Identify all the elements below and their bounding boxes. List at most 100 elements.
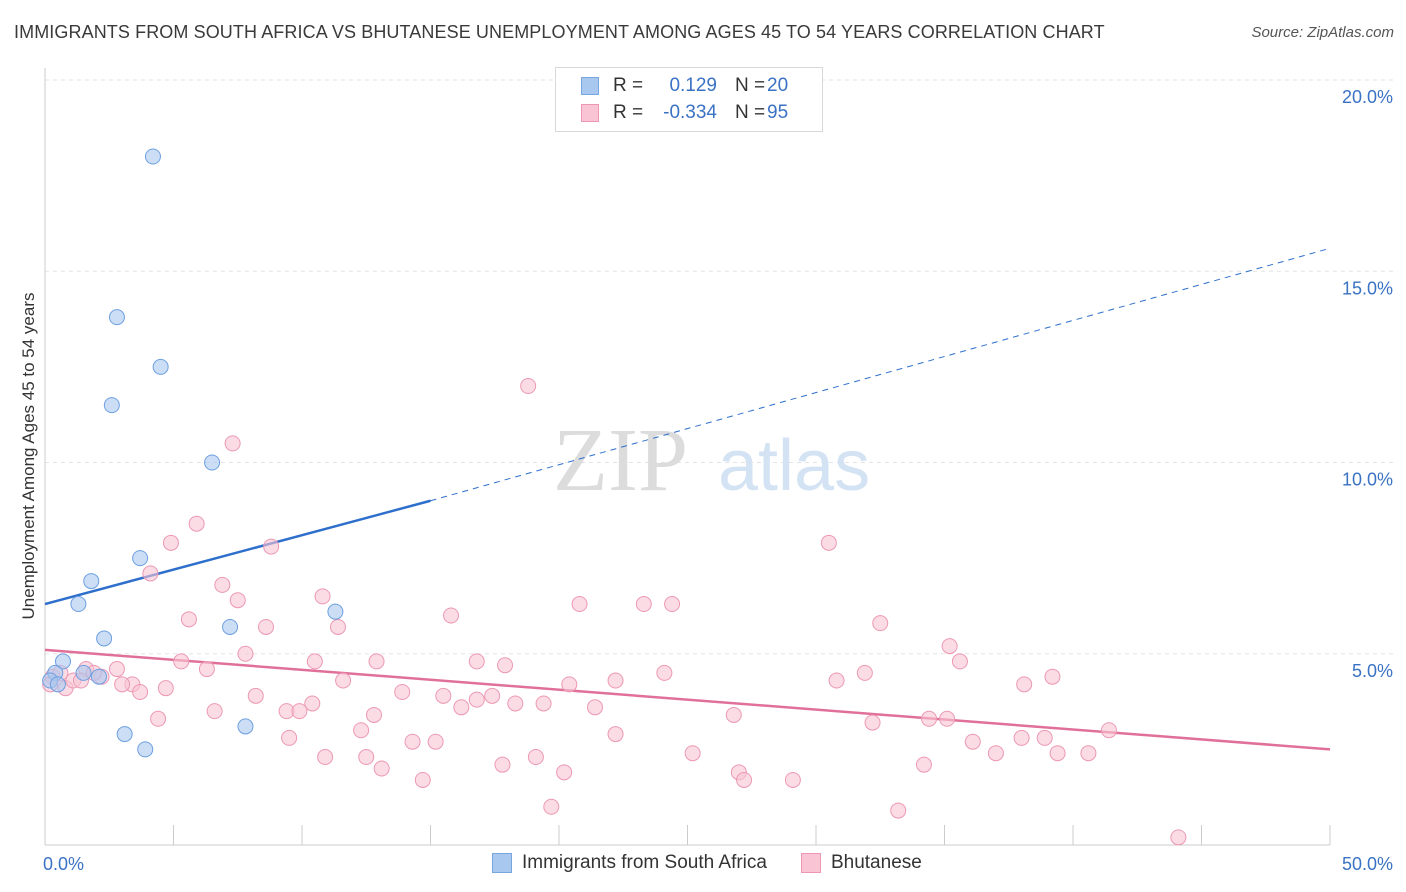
tick-labels: 5.0% 10.0% 15.0% 20.0% 0.0% 50.0% xyxy=(43,87,1393,874)
trend-line-south-africa-extension xyxy=(430,247,1331,502)
point-bhutanese xyxy=(828,672,845,689)
point-bhutanese xyxy=(214,576,231,593)
chart-title: IMMIGRANTS FROM SOUTH AFRICA VS BHUTANES… xyxy=(14,22,1105,42)
legend-n-label: N = xyxy=(735,75,766,96)
point-bhutanese xyxy=(206,703,223,720)
point-bhutanese xyxy=(237,645,254,662)
point-bhutanese xyxy=(114,676,131,693)
point-south-africa xyxy=(144,148,161,165)
point-bhutanese xyxy=(373,760,390,777)
legend-swatch-south-africa xyxy=(581,77,599,95)
point-bhutanese xyxy=(314,588,331,605)
point-bhutanese xyxy=(941,638,958,655)
point-bhutanese xyxy=(915,756,932,773)
point-bhutanese xyxy=(1036,729,1053,746)
watermark-zip: ZIP xyxy=(553,411,688,510)
legend-r-value: -0.334 xyxy=(663,102,717,123)
point-bhutanese xyxy=(358,749,375,766)
data-points xyxy=(42,148,1187,846)
point-bhutanese xyxy=(656,664,673,681)
point-south-africa xyxy=(70,596,87,613)
point-bhutanese xyxy=(725,706,742,723)
y-tick-label: 10.0% xyxy=(1342,470,1393,490)
watermark: ZIP atlas xyxy=(553,411,870,510)
point-south-africa xyxy=(152,358,169,375)
point-bhutanese xyxy=(1049,745,1066,762)
point-bhutanese xyxy=(951,653,968,670)
point-bhutanese xyxy=(497,657,514,674)
point-bhutanese xyxy=(520,378,537,394)
point-bhutanese xyxy=(142,565,159,582)
point-bhutanese xyxy=(684,745,701,762)
series-legend-item-bhutanese: Bhutanese xyxy=(800,852,922,874)
legend-row-bhutanese: R = -0.334 N = 95 xyxy=(581,101,788,125)
point-bhutanese xyxy=(150,710,167,727)
point-bhutanese xyxy=(329,618,346,635)
point-bhutanese xyxy=(507,695,524,712)
point-bhutanese xyxy=(586,699,603,716)
point-bhutanese xyxy=(188,515,205,532)
point-bhutanese xyxy=(291,703,308,720)
point-bhutanese xyxy=(132,684,149,700)
series-legend: Immigrants from South Africa Bhutanese xyxy=(492,852,956,874)
point-bhutanese xyxy=(468,653,485,670)
source-label: Source: ZipAtlas.com xyxy=(1251,24,1394,41)
axes xyxy=(44,68,1331,846)
point-bhutanese xyxy=(365,706,382,723)
y-tick-label: 15.0% xyxy=(1342,278,1393,298)
point-bhutanese xyxy=(224,435,241,452)
point-south-africa xyxy=(108,309,125,326)
point-bhutanese xyxy=(404,733,421,750)
trend-line-south-africa xyxy=(44,499,431,606)
point-south-africa xyxy=(90,668,107,685)
point-bhutanese xyxy=(157,680,174,697)
trend-line-bhutanese xyxy=(44,648,1331,751)
point-bhutanese xyxy=(304,695,321,712)
point-bhutanese xyxy=(864,714,881,731)
point-bhutanese xyxy=(635,596,652,613)
legend-r-label: R = xyxy=(613,102,644,123)
point-bhutanese xyxy=(571,596,588,613)
y-tick-label: 20.0% xyxy=(1342,87,1393,107)
legend-n-value: 20 xyxy=(767,75,789,96)
point-south-africa xyxy=(49,676,66,693)
point-bhutanese xyxy=(664,596,681,613)
series-label-bhutanese: Bhutanese xyxy=(830,852,922,873)
point-south-africa xyxy=(96,630,113,647)
point-bhutanese xyxy=(468,691,485,708)
correlation-legend: R = 0.129 N = 20 R = -0.334 N = 95 xyxy=(555,67,823,132)
y-tick-label: 5.0% xyxy=(1352,661,1393,681)
point-bhutanese xyxy=(394,684,411,700)
point-bhutanese xyxy=(856,664,873,681)
point-bhutanese xyxy=(543,798,560,815)
series-swatch-south-africa xyxy=(492,853,512,873)
point-bhutanese xyxy=(820,534,837,551)
point-bhutanese xyxy=(1016,676,1033,693)
point-bhutanese xyxy=(890,802,907,819)
point-bhutanese xyxy=(198,661,215,678)
point-bhutanese xyxy=(607,672,624,689)
point-bhutanese xyxy=(527,749,544,766)
point-bhutanese xyxy=(784,771,801,788)
x-tick-label-max: 50.0% xyxy=(1342,854,1393,874)
point-bhutanese xyxy=(556,764,573,781)
point-bhutanese xyxy=(335,672,352,689)
point-south-africa xyxy=(327,603,344,620)
point-south-africa xyxy=(137,741,154,758)
x-tick-label-min: 0.0% xyxy=(43,854,84,874)
point-bhutanese xyxy=(872,615,889,632)
point-bhutanese xyxy=(535,695,552,712)
point-bhutanese xyxy=(1080,745,1097,762)
point-bhutanese xyxy=(173,653,190,670)
point-bhutanese xyxy=(939,710,956,727)
point-bhutanese xyxy=(368,653,385,670)
point-south-africa xyxy=(132,550,149,567)
point-bhutanese xyxy=(435,687,452,704)
legend-row-south-africa: R = 0.129 N = 20 xyxy=(581,74,788,98)
point-south-africa xyxy=(54,653,71,670)
point-south-africa xyxy=(237,718,254,735)
series-label-south-africa: Immigrants from South Africa xyxy=(522,852,767,873)
point-bhutanese xyxy=(258,618,275,635)
point-south-africa xyxy=(116,726,133,743)
